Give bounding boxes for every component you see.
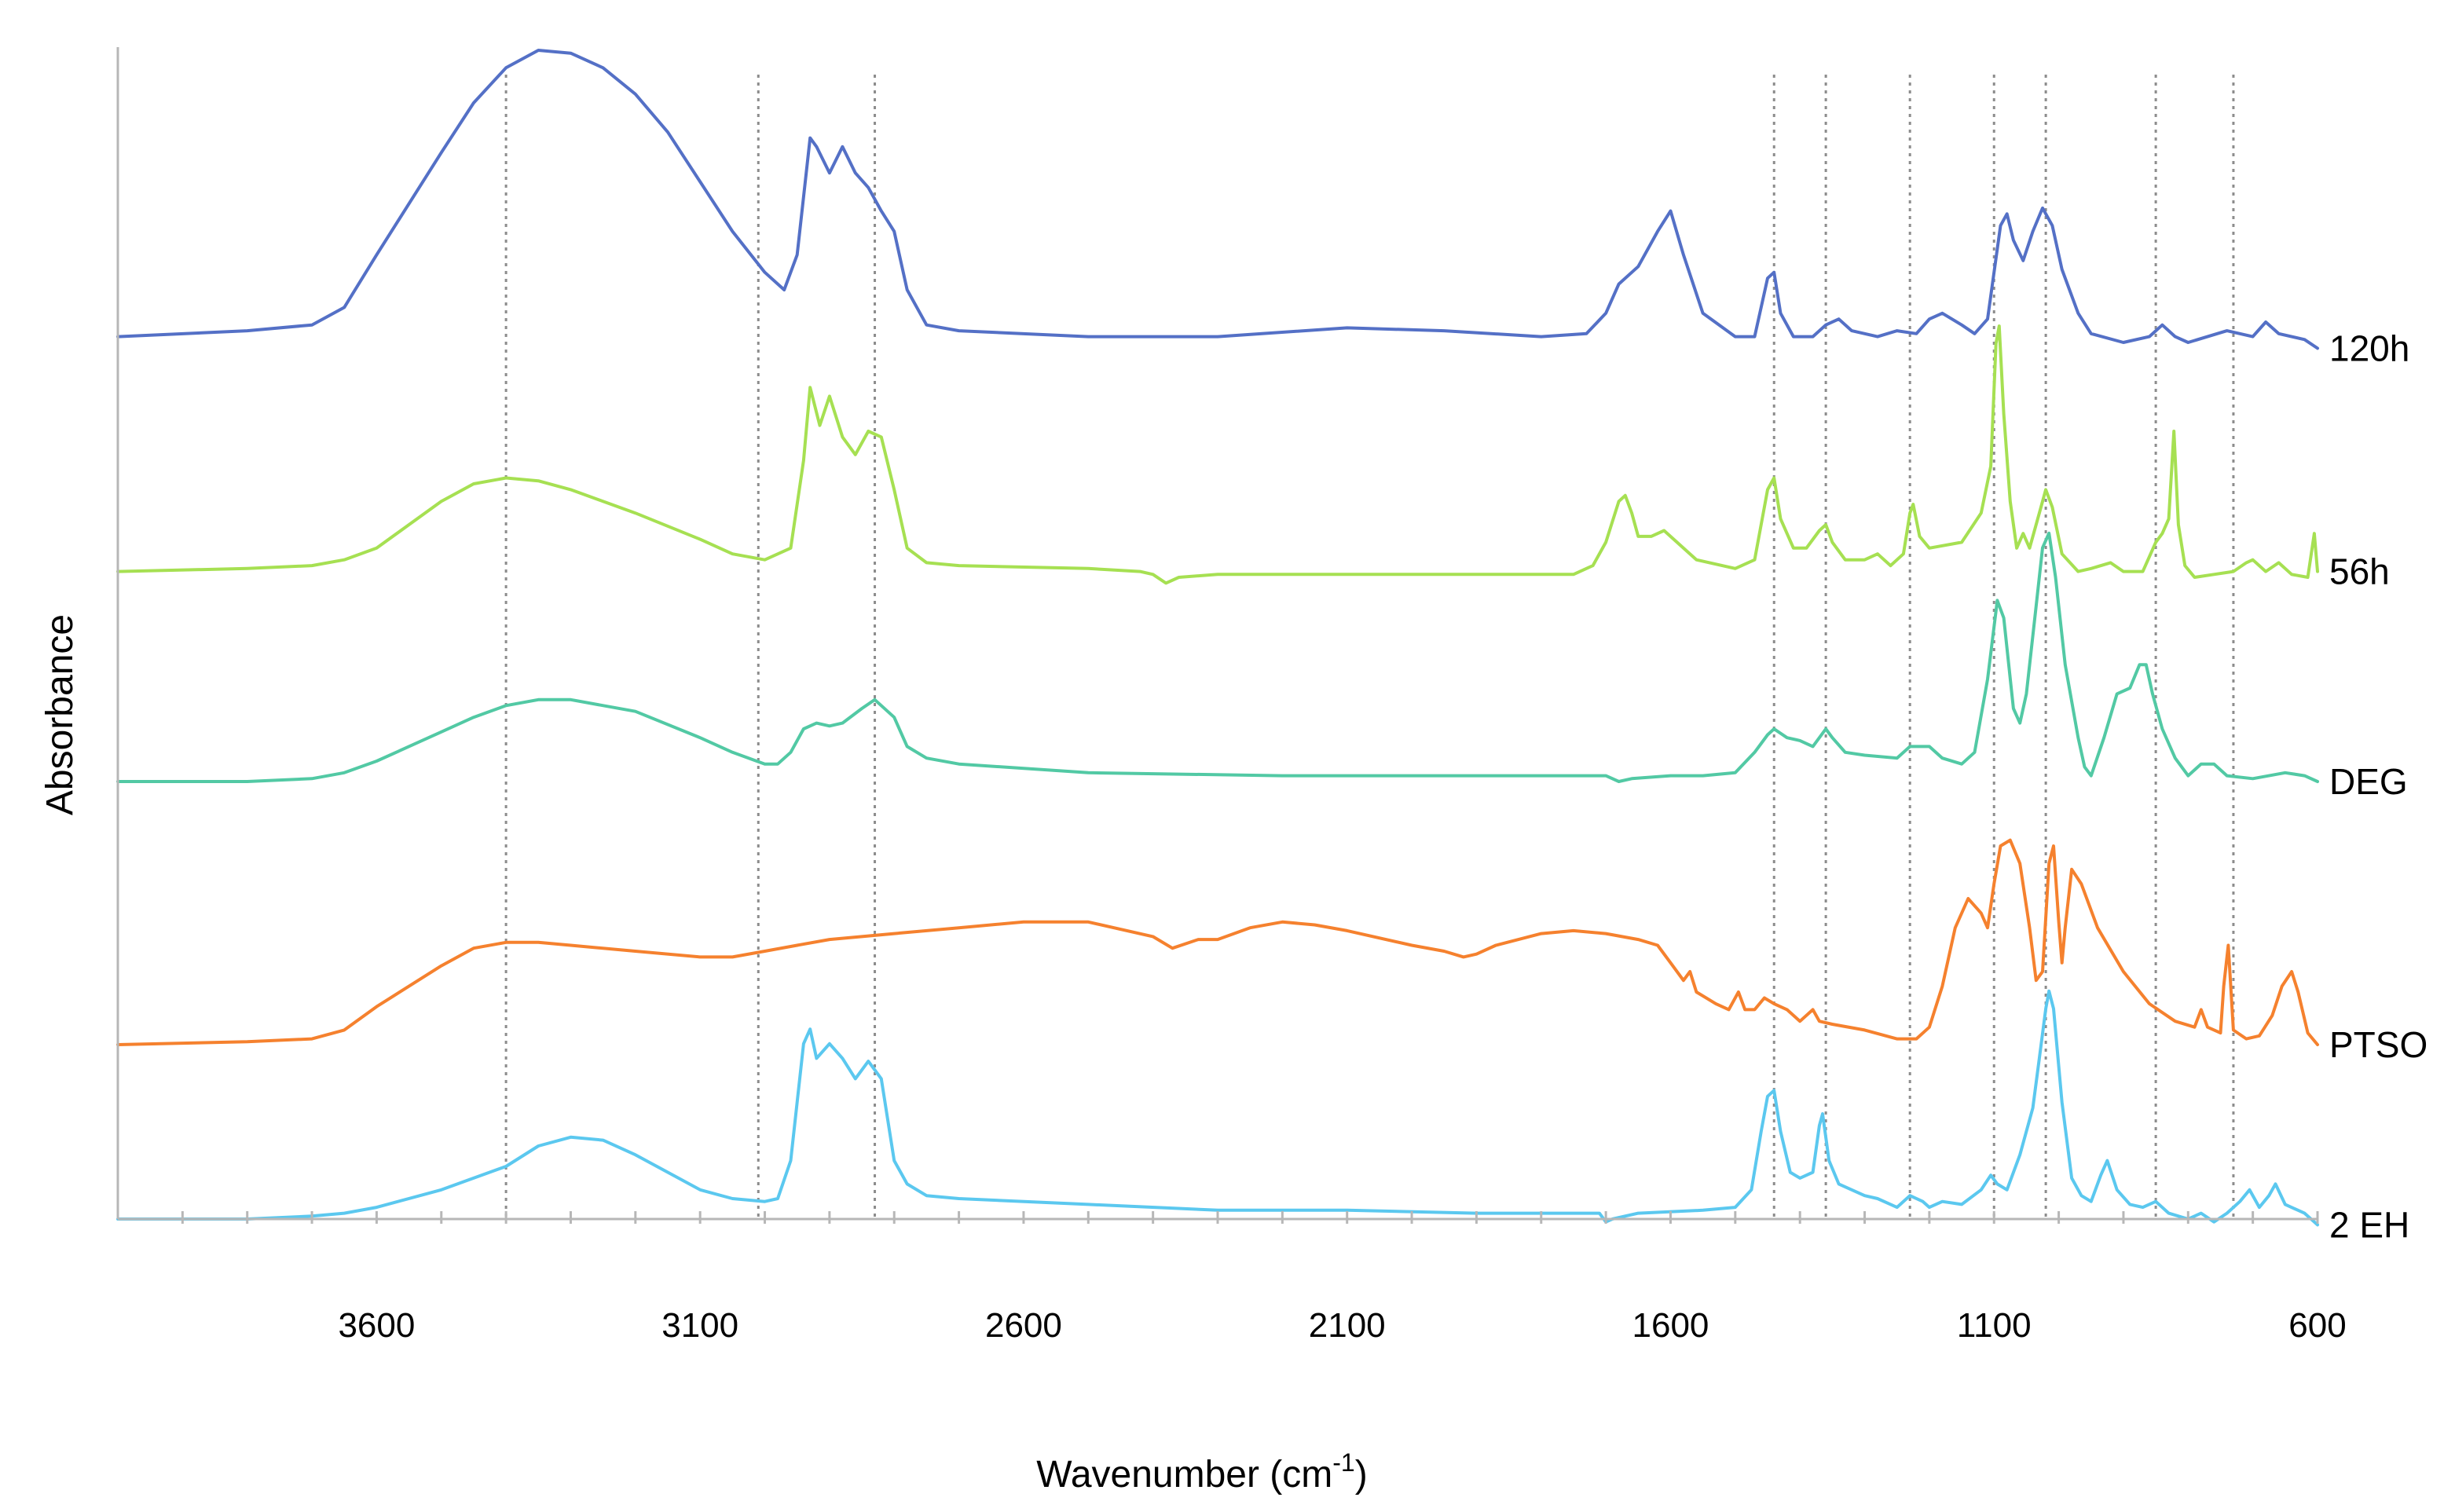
series-label-deg: DEG	[2329, 761, 2408, 802]
x-tick-label: 3600	[338, 1306, 415, 1345]
x-axis-title: Wavenumber (cm-1)	[1036, 1448, 1367, 1496]
x-axis-ticks: 3600 3100 2600 2100 1600 1100 600	[181, 1211, 2347, 1345]
series-line-ptso	[116, 838, 2319, 1046]
x-tick-label: 1100	[1957, 1306, 2032, 1345]
series-label-120h: 120h	[2329, 328, 2409, 368]
series-line-120h	[116, 49, 2319, 350]
x-axis-title-close: )	[1355, 1454, 1368, 1496]
x-tick-label: 2100	[1309, 1306, 1386, 1345]
x-axis-title-main: Wavenumber (cm	[1036, 1454, 1332, 1496]
x-tick-label: 3100	[661, 1306, 738, 1345]
series-label-2-eh: 2 EH	[2329, 1204, 2409, 1245]
series-label-56h: 56h	[2329, 551, 2390, 592]
y-axis-title: Absorbance	[39, 614, 81, 815]
series-label-ptso: PTSO	[2329, 1024, 2428, 1065]
x-tick-label: 600	[2288, 1306, 2346, 1345]
series-line-56h	[116, 324, 2319, 585]
x-tick-label: 2600	[985, 1306, 1062, 1345]
series-line-2-eh	[116, 989, 2319, 1227]
x-tick-label: 1600	[1632, 1306, 1709, 1345]
series-line-deg	[116, 531, 2319, 783]
series-labels: 120h 56h DEG PTSO 2 EH	[2329, 328, 2428, 1245]
x-axis-title-superscript: -1	[1332, 1448, 1354, 1477]
reference-lines	[504, 75, 2235, 1219]
series-group	[116, 49, 2319, 1227]
